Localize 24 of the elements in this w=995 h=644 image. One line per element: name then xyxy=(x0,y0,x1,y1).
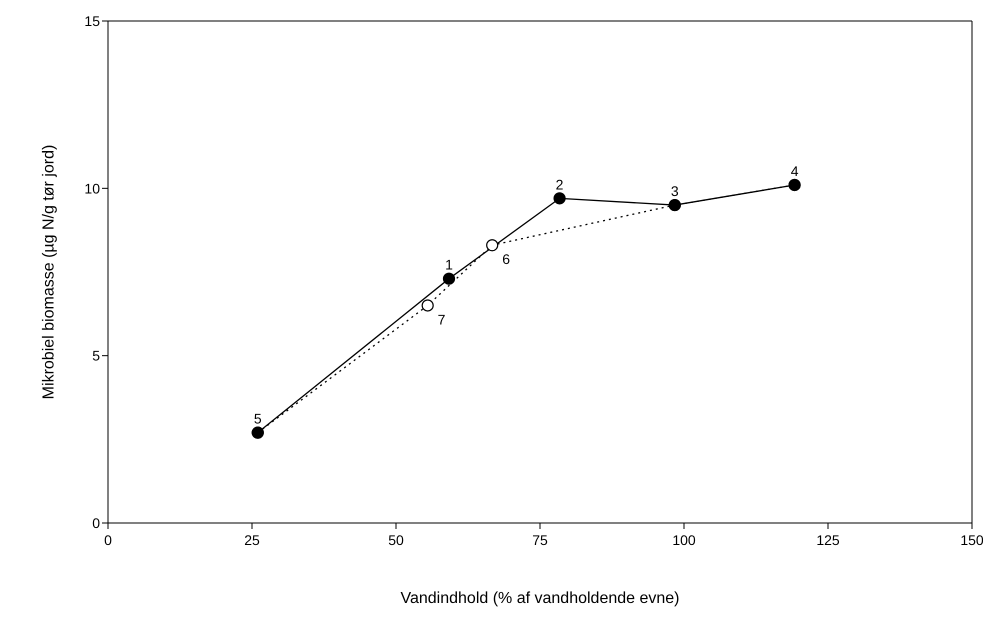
annotation: 7 xyxy=(438,311,446,328)
x-tick-label: 125 xyxy=(816,532,840,548)
point xyxy=(486,239,498,252)
x-tick-label: 75 xyxy=(532,532,548,548)
annotation: 1 xyxy=(445,256,454,273)
y-tick-label: 15 xyxy=(84,12,100,29)
annotation: 2 xyxy=(556,176,564,192)
annotation: 5 xyxy=(254,410,262,427)
x-tick-label: 50 xyxy=(388,532,404,548)
y-tick-label: 0 xyxy=(92,514,100,531)
annotation: 3 xyxy=(670,183,679,200)
x-axis-title: Vandindhold (% af vandholdende evne) xyxy=(400,590,680,607)
x-tick-label: 100 xyxy=(672,532,696,548)
y-tick-label: 5 xyxy=(92,348,100,364)
annotation: 4 xyxy=(790,162,799,179)
x-tick-label: 0 xyxy=(104,532,112,548)
y-axis-title: Mikrobiel biomasse (µg N/g tør jord) xyxy=(40,144,58,400)
x-tick-label: 25 xyxy=(244,532,260,548)
x-tick-label: 150 xyxy=(960,532,984,548)
point xyxy=(442,272,456,285)
y-tick-label: 10 xyxy=(84,180,100,196)
annotation: 6 xyxy=(502,251,510,268)
point xyxy=(422,299,434,312)
point xyxy=(553,192,566,204)
